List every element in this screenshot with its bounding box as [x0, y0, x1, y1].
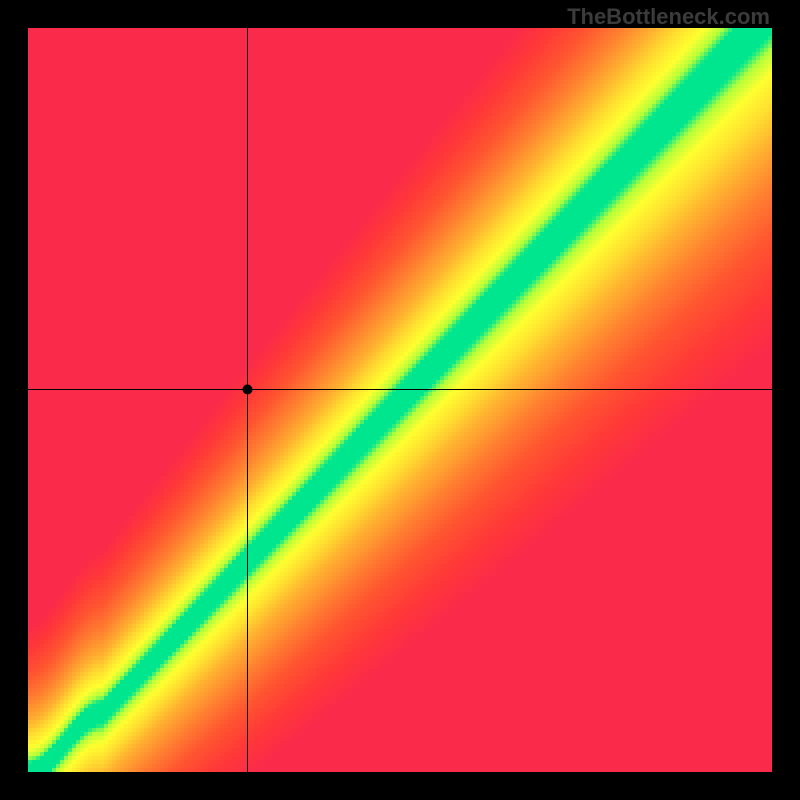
heatmap-canvas — [28, 28, 772, 772]
plot-area — [28, 28, 772, 772]
chart-frame: TheBottleneck.com — [0, 0, 800, 800]
watermark-text: TheBottleneck.com — [567, 4, 770, 30]
